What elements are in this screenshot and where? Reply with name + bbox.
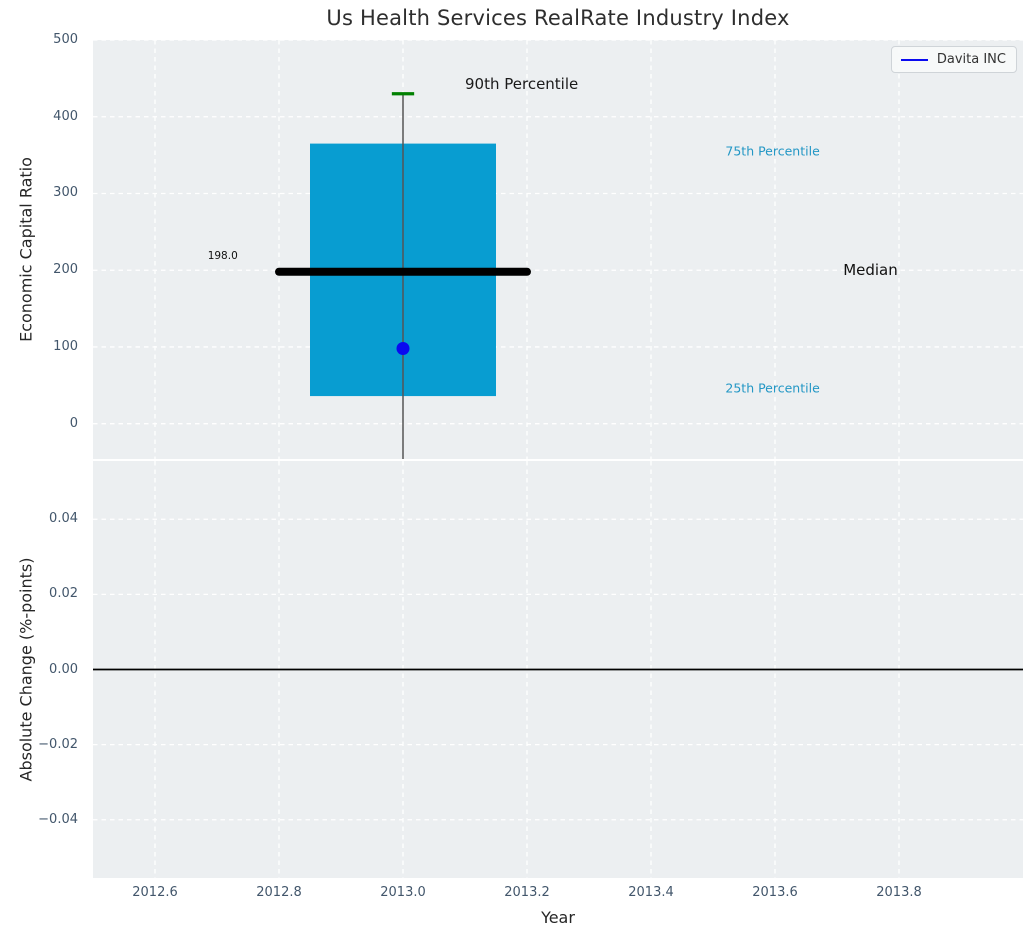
- 90th-percentile-label: 90th Percentile: [465, 75, 578, 93]
- 75th-percentile-label: 75th Percentile: [725, 143, 819, 158]
- y-tick-label: 100: [0, 338, 78, 356]
- change-canvas: [93, 461, 1023, 878]
- bottom-axes: [93, 461, 1023, 878]
- chart-title: Us Health Services RealRate Industry Ind…: [93, 6, 1023, 30]
- x-tick-label: 2012.8: [234, 885, 324, 900]
- median-label: Median: [843, 261, 898, 279]
- y-tick-label: −0.02: [0, 736, 78, 754]
- legend: Davita INC: [891, 46, 1017, 73]
- top-axes: 90th Percentile 75th Percentile Median 25th…: [93, 40, 1023, 459]
- 25th-percentile-label: 25th Percentile: [725, 381, 819, 396]
- y-tick-label: 0.04: [0, 510, 78, 528]
- x-tick-label: 2013.8: [854, 885, 944, 900]
- x-tick-label: 2013.0: [358, 885, 448, 900]
- y-tick-label: 500: [0, 31, 78, 49]
- x-tick-label: 2013.2: [482, 885, 572, 900]
- legend-label: Davita INC: [937, 52, 1006, 67]
- y-tick-label: 0.00: [0, 661, 78, 679]
- y-tick-label: 200: [0, 261, 78, 279]
- top-y-axis-label: Economic Capital Ratio: [17, 39, 36, 459]
- x-tick-label: 2013.4: [606, 885, 696, 900]
- x-tick-label: 2012.6: [110, 885, 200, 900]
- x-axis-label: Year: [93, 908, 1023, 927]
- 198-0-label: 198.0: [208, 250, 238, 262]
- y-tick-label: 400: [0, 108, 78, 126]
- legend-line-icon: [901, 59, 928, 61]
- y-tick-label: −0.04: [0, 811, 78, 829]
- x-tick-label: 2013.6: [730, 885, 820, 900]
- figure: Us Health Services RealRate Industry Ind…: [0, 0, 1034, 942]
- y-tick-label: 0: [0, 415, 78, 433]
- y-tick-label: 300: [0, 184, 78, 202]
- y-tick-label: 0.02: [0, 585, 78, 603]
